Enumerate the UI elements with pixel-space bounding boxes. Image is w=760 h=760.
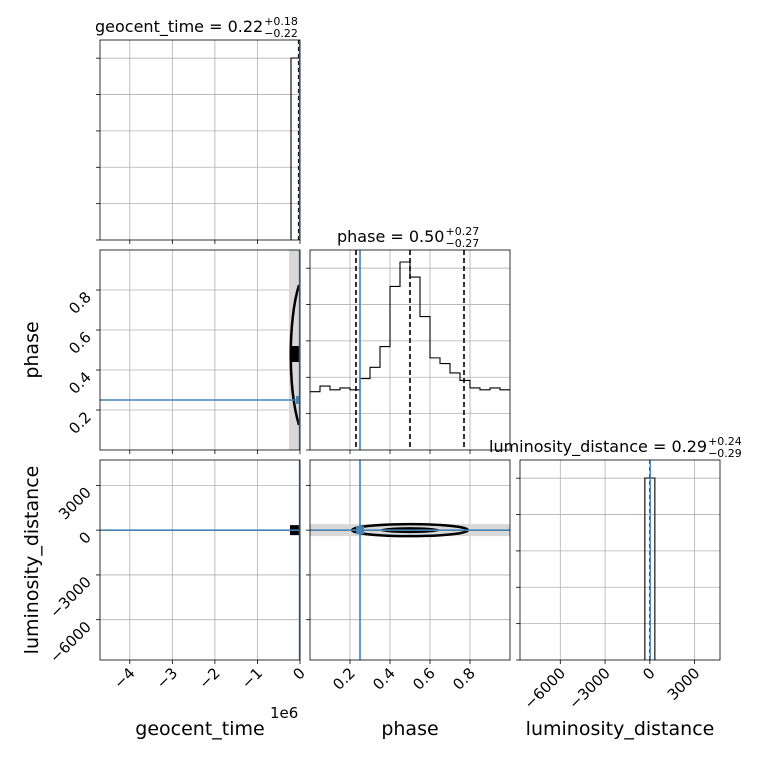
x-tick-label: 0.8: [449, 664, 479, 694]
phase-hist-bar: [420, 317, 430, 450]
x-tick-label: 0: [289, 664, 308, 683]
phase-hist-bar: [360, 379, 370, 450]
geocent-hist-bar: [290, 57, 300, 240]
panel-frame: [99, 459, 301, 661]
title-minus: −0.22: [264, 27, 298, 40]
phase-hist-bar: [310, 392, 320, 450]
phase-hist-bar: [440, 364, 450, 450]
y-tick-label: 0.2: [65, 408, 95, 438]
gridlines: [100, 250, 301, 450]
panel-frame: [309, 249, 511, 451]
y-tick-label: −3000: [46, 573, 95, 622]
panel-frame: [519, 459, 721, 661]
y-tick-label: 3000: [55, 483, 95, 523]
panel-2-1: [306, 459, 511, 664]
title-geocent_time: geocent_time = 0.22: [95, 17, 263, 37]
y-tick-label: −6000: [46, 618, 95, 667]
x-tick-label: 3000: [664, 664, 704, 704]
x-axis-label-phase: phase: [381, 718, 438, 740]
panel-1-1: [306, 249, 511, 454]
x-axis-label-geocent_time: geocent_time: [135, 718, 264, 740]
phase-hist-bar: [350, 390, 360, 450]
panel-0-0: [96, 39, 301, 244]
y-tick-label: 0.4: [65, 368, 95, 398]
gridlines: [520, 460, 720, 660]
y-tick-label: 0.8: [65, 288, 95, 318]
gridlines: [100, 40, 301, 240]
x-axis-label-luminosity_distance: luminosity_distance: [526, 718, 715, 740]
phase-hist-bar: [390, 286, 400, 450]
phase-hist-bar: [460, 380, 470, 450]
y-tick-label: 0: [75, 528, 94, 547]
truth-marker: [296, 396, 300, 404]
title-name: phase: [337, 227, 385, 246]
x-tick-label: 0.4: [369, 664, 399, 694]
panel-frame: [309, 459, 511, 661]
phase-hist-bar: [340, 388, 350, 450]
offset-label: 1e6: [270, 704, 298, 722]
title-minus: −0.29: [708, 447, 742, 460]
phase-hist-bar: [380, 347, 390, 450]
y-axis-label-phase: phase: [21, 321, 43, 378]
phase-hist-bar: [470, 388, 480, 450]
y-axis-label-luminosity_distance: luminosity_distance: [21, 466, 43, 655]
title-value: 0.50: [409, 227, 445, 246]
title-eq: =: [648, 437, 672, 456]
title-plus: +0.18: [264, 15, 298, 28]
density-peak: [290, 346, 299, 362]
phase-hist-bar: [330, 390, 340, 450]
title-value: 0.29: [671, 437, 707, 456]
x-tick-label: 0.2: [329, 664, 359, 694]
gridlines: [310, 460, 510, 660]
x-tick-label: 0: [639, 664, 658, 683]
phase-hist-bar: [430, 358, 440, 450]
title-eq: =: [385, 227, 409, 246]
phase-hist-bar: [370, 367, 380, 450]
title-name: luminosity_distance: [489, 437, 648, 457]
panel-2-2: [516, 459, 721, 664]
x-tick-label: −3: [153, 664, 181, 692]
title-phase: phase = 0.50: [337, 227, 444, 246]
title-value: 0.22: [228, 17, 264, 36]
phase-hist-bar: [320, 386, 330, 450]
x-tick-label: −3000: [565, 664, 614, 713]
phase-hist-bar: [450, 373, 460, 450]
title-eq: =: [204, 17, 228, 36]
title-luminosity_distance: luminosity_distance = 0.29: [489, 437, 707, 457]
truth-marker: [356, 526, 364, 535]
panel-1-0: [96, 249, 301, 454]
x-tick-label: −2: [195, 664, 223, 692]
title-plus: +0.24: [708, 435, 742, 448]
phase-hist-bar: [400, 262, 410, 450]
x-tick-label: −6000: [521, 664, 570, 713]
phase-hist-bar: [410, 277, 420, 450]
panel-2-0: [96, 459, 301, 664]
x-tick-label: −4: [110, 664, 138, 692]
x-tick-label: −1: [238, 664, 266, 692]
title-plus: +0.27: [445, 225, 479, 238]
gridlines: [100, 460, 301, 660]
title-name: geocent_time: [95, 17, 204, 37]
panel-frame: [99, 39, 301, 241]
panel-frame: [99, 249, 301, 451]
x-tick-label: 0.6: [409, 664, 439, 694]
title-minus: −0.27: [445, 237, 479, 250]
y-tick-label: 0.6: [65, 328, 95, 358]
